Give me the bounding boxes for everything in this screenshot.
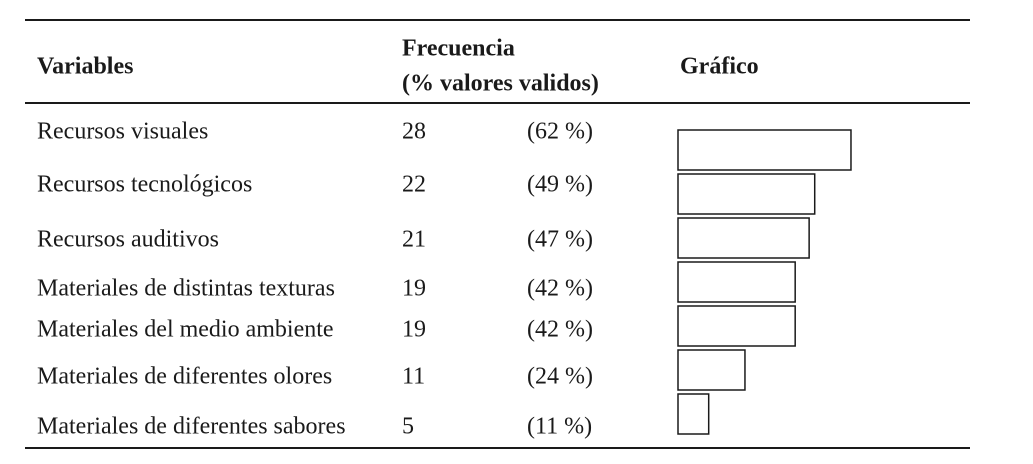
row-percent: (47 %) (527, 227, 593, 253)
header-frequency-sub: (% valores validos) (402, 71, 599, 97)
bar (677, 349, 746, 391)
bar (677, 305, 796, 347)
row-percent: (24 %) (527, 364, 593, 390)
row-count: 21 (402, 227, 426, 253)
row-percent: (11 %) (527, 414, 592, 440)
row-percent: (42 %) (527, 317, 593, 343)
row-count: 5 (402, 414, 414, 440)
row-count: 28 (402, 119, 426, 145)
row-label: Recursos tecnológicos (37, 172, 252, 198)
row-percent: (42 %) (527, 276, 593, 302)
row-count: 19 (402, 276, 426, 302)
row-count: 19 (402, 317, 426, 343)
row-label: Materiales de diferentes sabores (37, 414, 346, 440)
row-count: 11 (402, 364, 425, 390)
bar (677, 129, 852, 171)
bar (677, 393, 710, 435)
row-label: Recursos auditivos (37, 227, 219, 253)
bar (677, 217, 810, 259)
row-percent: (62 %) (527, 119, 593, 145)
row-label: Materiales de distintas texturas (37, 276, 335, 302)
header-frequency: Frecuencia (402, 36, 515, 62)
bar (677, 261, 796, 303)
header-graphic: Gráfico (680, 54, 759, 80)
row-label: Materiales del medio ambiente (37, 317, 334, 343)
bar (677, 173, 816, 215)
row-label: Recursos visuales (37, 119, 208, 145)
row-percent: (49 %) (527, 172, 593, 198)
row-count: 22 (402, 172, 426, 198)
row-label: Materiales de diferentes olores (37, 364, 332, 390)
header-variables: Variables (37, 54, 133, 80)
